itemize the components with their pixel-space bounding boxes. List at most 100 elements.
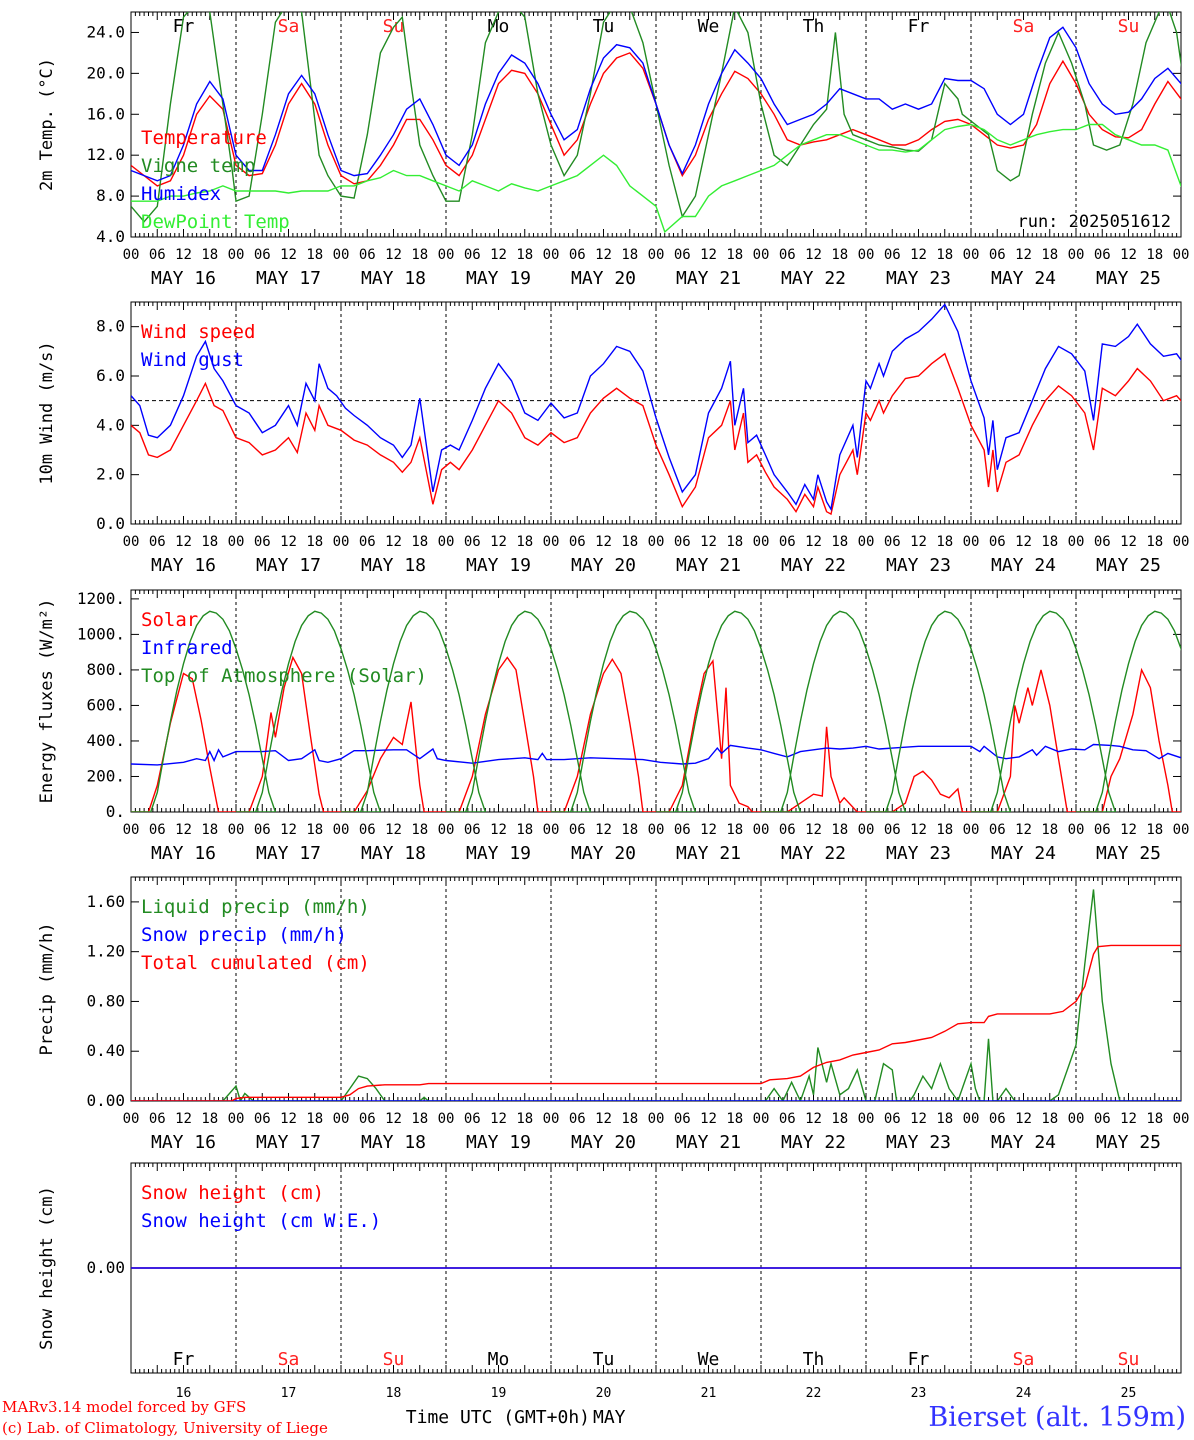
hour-tick-label: 12 — [910, 534, 927, 550]
date-label: MAY 23 — [886, 1132, 951, 1153]
day-abbr-label: Th — [803, 16, 825, 37]
series-line-vigne-temp — [131, 12, 1181, 223]
hour-tick-label: 18 — [621, 247, 638, 263]
day-abbr-label: Fr — [173, 1349, 195, 1370]
hour-tick-label: 06 — [464, 534, 481, 550]
day-number-label: 16 — [176, 1386, 192, 1401]
hour-tick-label: 12 — [700, 822, 717, 838]
legend-entry: Snow height (cm) — [141, 1182, 324, 1204]
hour-tick-label: 18 — [201, 534, 218, 550]
hour-tick-label: 18 — [621, 1111, 638, 1127]
day-number-label: 18 — [386, 1386, 402, 1401]
day-abbr-label: We — [698, 1349, 720, 1370]
hour-tick-label: 12 — [280, 822, 297, 838]
day-abbr-label: Sa — [278, 16, 300, 37]
hour-tick-label: 06 — [989, 1111, 1006, 1127]
hour-tick-label: 18 — [831, 247, 848, 263]
series-line-dewpoint-temp — [131, 123, 1181, 234]
y-tick-label: 0.0 — [96, 514, 125, 533]
hour-tick-label: 18 — [831, 1111, 848, 1127]
hour-tick-label: 06 — [989, 247, 1006, 263]
hour-tick-label: 06 — [464, 1111, 481, 1127]
hour-tick-label: 06 — [1094, 247, 1111, 263]
y-axis-label: 2m Temp. (°C) — [37, 58, 57, 191]
legend-entry: Liquid precip (mm/h) — [141, 896, 370, 918]
hour-tick-label: 18 — [936, 1111, 953, 1127]
date-label: MAY 21 — [676, 555, 741, 576]
y-tick-label: 800. — [86, 660, 125, 679]
hour-tick-label: 12 — [385, 534, 402, 550]
date-label: MAY 17 — [256, 1132, 321, 1153]
hour-tick-label: 00 — [543, 534, 560, 550]
hour-tick-label: 12 — [595, 247, 612, 263]
hour-tick-label: 00 — [438, 534, 455, 550]
y-tick-label: 16.0 — [86, 104, 125, 123]
hour-tick-label: 12 — [595, 822, 612, 838]
hour-tick-label: 00 — [963, 1111, 980, 1127]
hour-tick-label: 18 — [516, 1111, 533, 1127]
hour-tick-label: 12 — [1015, 822, 1032, 838]
y-tick-label: 1.20 — [86, 942, 125, 961]
hour-tick-label: 18 — [936, 247, 953, 263]
y-tick-label: 12.0 — [86, 145, 125, 164]
legend-entry: Total cumulated (cm) — [141, 952, 370, 974]
hour-tick-label: 00 — [753, 1111, 770, 1127]
hour-tick-label: 06 — [779, 534, 796, 550]
legend-entry: Snow height (cm W.E.) — [141, 1210, 381, 1232]
hour-tick-label: 18 — [306, 822, 323, 838]
hour-tick-label: 06 — [779, 247, 796, 263]
hour-tick-label: 12 — [805, 247, 822, 263]
series-line-top-of-atmosphere-solar- — [131, 610, 1181, 812]
y-tick-label: 0.00 — [86, 1258, 125, 1277]
date-label: MAY 20 — [571, 843, 636, 864]
hour-tick-label: 18 — [411, 1111, 428, 1127]
hour-tick-label: 06 — [254, 534, 271, 550]
y-tick-label: 0.00 — [86, 1091, 125, 1110]
hour-tick-label: 00 — [438, 1111, 455, 1127]
hour-tick-label: 06 — [254, 247, 271, 263]
date-label: MAY 19 — [466, 268, 531, 289]
date-label: MAY 20 — [571, 555, 636, 576]
hour-tick-label: 00 — [648, 1111, 665, 1127]
day-number-label: 17 — [281, 1386, 297, 1401]
series-line-temperature — [131, 52, 1181, 187]
hour-tick-label: 18 — [1041, 1111, 1058, 1127]
hour-tick-label: 18 — [726, 534, 743, 550]
hour-tick-label: 00 — [1068, 822, 1085, 838]
hour-tick-label: 06 — [1094, 822, 1111, 838]
hour-tick-label: 06 — [149, 822, 166, 838]
day-number-label: 22 — [806, 1386, 822, 1401]
hour-tick-label: 00 — [753, 534, 770, 550]
run-annotation: run: 2025051612 — [1017, 212, 1171, 232]
hour-tick-label: 12 — [1015, 1111, 1032, 1127]
hour-tick-label: 12 — [910, 822, 927, 838]
hour-tick-label: 06 — [359, 534, 376, 550]
credit-lab: (c) Lab. of Climatology, University of L… — [2, 1419, 328, 1437]
hour-tick-label: 12 — [1120, 1111, 1137, 1127]
y-axis-label: Precip (mm/h) — [37, 922, 57, 1055]
date-label: MAY 25 — [1096, 555, 1161, 576]
date-label: MAY 17 — [256, 555, 321, 576]
y-tick-label: 400. — [86, 731, 125, 750]
hour-tick-label: 00 — [123, 534, 140, 550]
hour-tick-label: 18 — [621, 822, 638, 838]
hour-tick-label: 12 — [490, 1111, 507, 1127]
hour-tick-label: 06 — [674, 1111, 691, 1127]
hour-tick-label: 12 — [175, 247, 192, 263]
hour-tick-label: 06 — [149, 247, 166, 263]
date-label: MAY 24 — [991, 843, 1056, 864]
series-line-humidex — [131, 26, 1181, 182]
hour-tick-label: 06 — [1094, 534, 1111, 550]
y-axis-label: Snow height (cm) — [37, 1186, 57, 1350]
hour-tick-label: 12 — [280, 1111, 297, 1127]
y-axis-label: Energy fluxes (W/m²) — [37, 599, 57, 804]
x-axis-label: Time UTC (GMT+0h) — [406, 1407, 590, 1428]
series-line-total-cumulated-cm- — [131, 944, 1181, 1101]
hour-tick-label: 00 — [1068, 534, 1085, 550]
hour-tick-label: 00 — [858, 247, 875, 263]
day-number-label: 24 — [1016, 1386, 1032, 1401]
hour-tick-label: 18 — [516, 822, 533, 838]
hour-tick-label: 12 — [175, 1111, 192, 1127]
series-line-wind-gust — [131, 303, 1181, 512]
date-label: MAY 19 — [466, 1132, 531, 1153]
